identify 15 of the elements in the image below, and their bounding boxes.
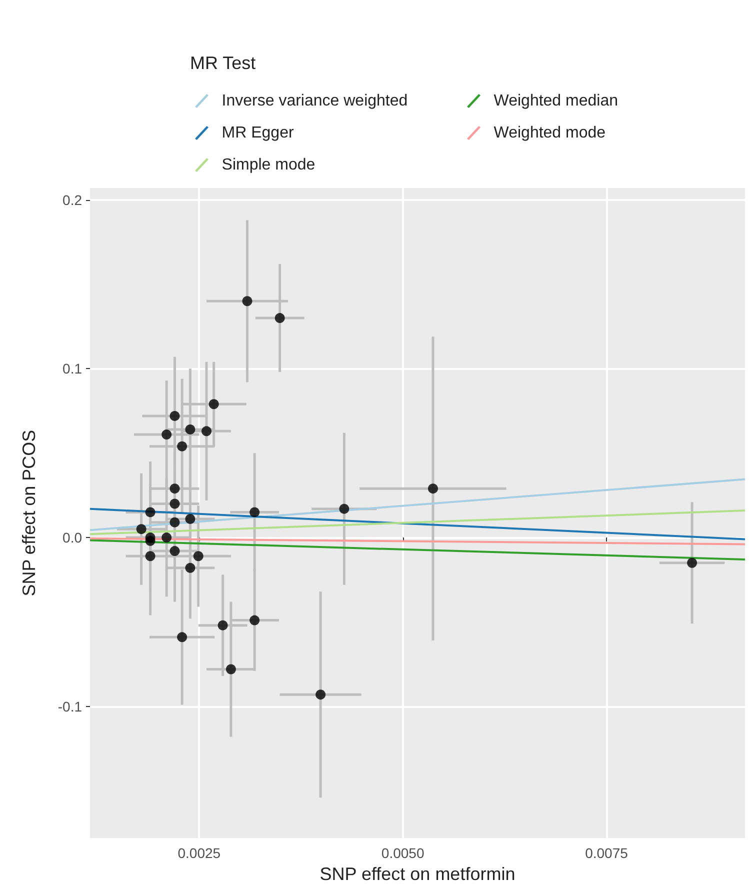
legend-label: Inverse variance weighted — [222, 92, 408, 110]
legend-title: MR Test — [190, 53, 256, 73]
legend-label: Weighted median — [494, 92, 618, 110]
y-tick-label: 0.2 — [62, 192, 82, 208]
legend-label: Simple mode — [222, 156, 316, 174]
y-tick-label: -0.1 — [58, 698, 82, 714]
y-tick-label: 0.1 — [62, 360, 82, 377]
x-axis-title: SNP effect on metformin — [320, 864, 516, 884]
x-tick-label: 0.0050 — [381, 845, 424, 862]
legend-label: Weighted mode — [494, 124, 606, 142]
legend-label: MR Egger — [222, 124, 294, 142]
x-tick-label: 0.0075 — [585, 845, 628, 862]
y-tick-label: 0.0 — [62, 530, 82, 546]
y-axis-title: SNP effect on PCOS — [19, 430, 39, 596]
x-tick-label: 0.0025 — [178, 845, 221, 862]
